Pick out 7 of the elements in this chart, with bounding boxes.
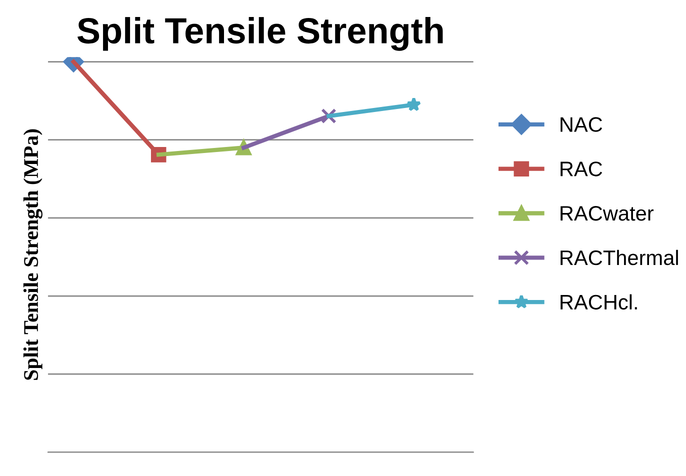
- legend-label: NAC: [560, 117, 602, 132]
- legend-label: RACwater: [560, 206, 654, 221]
- legend-label: RAC: [560, 162, 602, 176]
- chart-title: Split Tensile Strength: [77, 17, 443, 51]
- legend-label: RACThermal: [560, 250, 678, 266]
- legend-label: RACHcl.: [560, 294, 637, 310]
- y-axis-title: Split Tensile Strength (MPa): [23, 129, 42, 380]
